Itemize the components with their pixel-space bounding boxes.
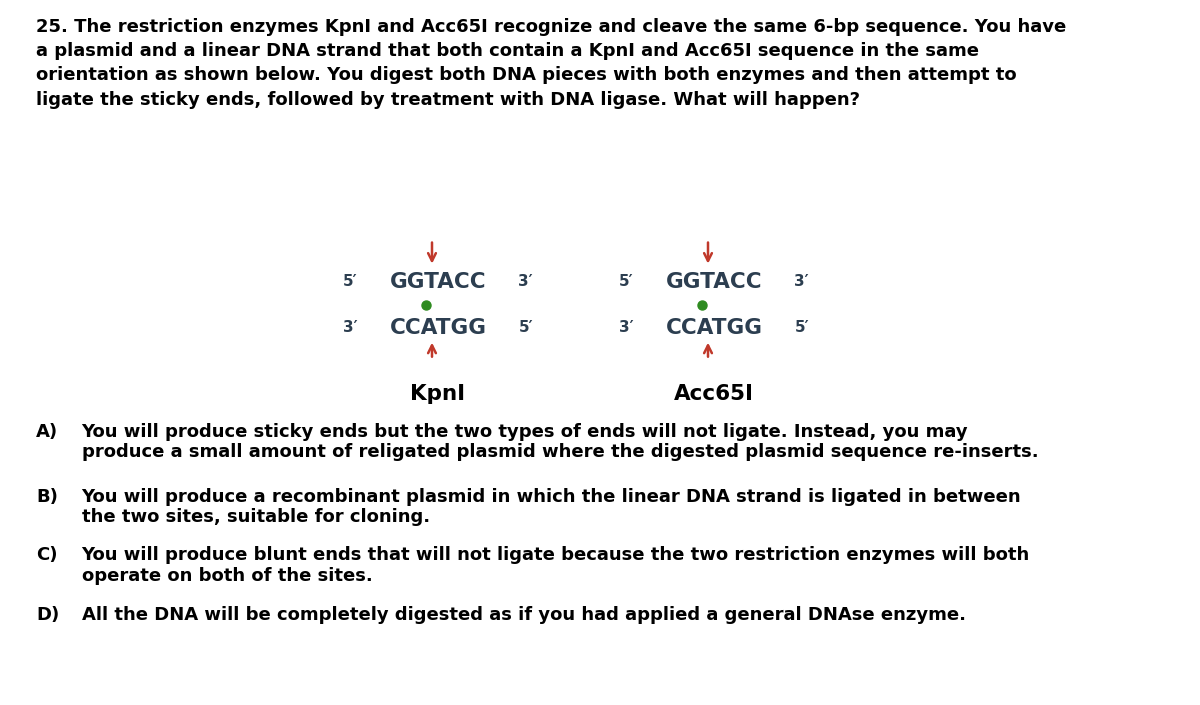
Text: operate on both of the sites.: operate on both of the sites. bbox=[82, 567, 372, 584]
Text: 3′: 3′ bbox=[619, 320, 634, 336]
Text: produce a small amount of religated plasmid where the digested plasmid sequence : produce a small amount of religated plas… bbox=[82, 443, 1038, 461]
Text: 3′: 3′ bbox=[518, 274, 533, 290]
Text: B): B) bbox=[36, 488, 58, 506]
Text: D): D) bbox=[36, 606, 59, 625]
Text: 5′: 5′ bbox=[619, 274, 634, 290]
Text: GGTACC: GGTACC bbox=[390, 272, 486, 292]
Text: CCATGG: CCATGG bbox=[390, 318, 486, 338]
Text: 5′: 5′ bbox=[794, 320, 809, 336]
Text: KpnI: KpnI bbox=[410, 384, 466, 404]
Text: All the DNA will be completely digested as if you had applied a general DNAse en: All the DNA will be completely digested … bbox=[82, 606, 966, 625]
Text: 5′: 5′ bbox=[518, 320, 533, 336]
Text: Acc65I: Acc65I bbox=[674, 384, 754, 404]
Text: C): C) bbox=[36, 546, 58, 565]
Text: GGTACC: GGTACC bbox=[666, 272, 762, 292]
Text: 5′: 5′ bbox=[343, 274, 358, 290]
Text: 3′: 3′ bbox=[794, 274, 809, 290]
Text: You will produce blunt ends that will not ligate because the two restriction enz: You will produce blunt ends that will no… bbox=[82, 546, 1030, 565]
Text: A): A) bbox=[36, 423, 58, 441]
Text: CCATGG: CCATGG bbox=[666, 318, 762, 338]
Text: 25. The restriction enzymes KpnI and Acc65I recognize and cleave the same 6-bp s: 25. The restriction enzymes KpnI and Acc… bbox=[36, 18, 1067, 109]
Text: You will produce sticky ends but the two types of ends will not ligate. Instead,: You will produce sticky ends but the two… bbox=[82, 423, 968, 441]
Text: You will produce a recombinant plasmid in which the linear DNA strand is ligated: You will produce a recombinant plasmid i… bbox=[82, 488, 1021, 506]
Text: the two sites, suitable for cloning.: the two sites, suitable for cloning. bbox=[82, 508, 430, 526]
Text: 3′: 3′ bbox=[343, 320, 358, 336]
